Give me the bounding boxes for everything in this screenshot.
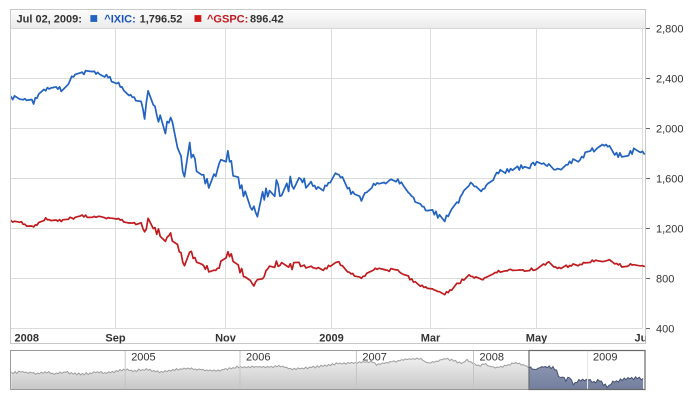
svg-text:2009: 2009 <box>593 352 617 364</box>
svg-text:2,400: 2,400 <box>656 73 684 85</box>
svg-text:2,800: 2,800 <box>656 23 684 35</box>
svg-text:896.42: 896.42 <box>250 14 284 26</box>
svg-text:800: 800 <box>656 273 674 285</box>
svg-text:Nov: Nov <box>215 333 237 345</box>
svg-text:Jul 02, 2009:: Jul 02, 2009: <box>17 14 82 26</box>
svg-text:Jul: Jul <box>635 333 651 345</box>
svg-text:Mar: Mar <box>421 333 441 345</box>
svg-text:^GSPC:: ^GSPC: <box>207 14 248 26</box>
svg-text:2008: 2008 <box>480 352 504 364</box>
svg-text:2008: 2008 <box>15 333 39 345</box>
svg-text:^IXIC:: ^IXIC: <box>104 14 135 26</box>
svg-text:2009: 2009 <box>319 333 343 345</box>
svg-text:1,200: 1,200 <box>656 223 684 235</box>
svg-text:1,796.52: 1,796.52 <box>140 14 183 26</box>
svg-text:400: 400 <box>656 323 674 335</box>
svg-text:2007: 2007 <box>362 352 386 364</box>
svg-text:Sep: Sep <box>105 333 125 345</box>
svg-text:2005: 2005 <box>131 352 155 364</box>
svg-text:May: May <box>526 333 548 345</box>
svg-text:2006: 2006 <box>246 352 270 364</box>
svg-text:1,600: 1,600 <box>656 173 684 185</box>
svg-text:2,000: 2,000 <box>656 123 684 135</box>
